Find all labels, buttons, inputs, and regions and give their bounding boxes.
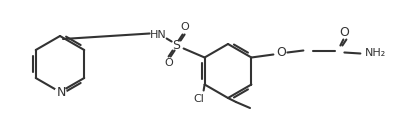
Text: N: N <box>56 86 66 100</box>
Text: HN: HN <box>150 30 166 41</box>
Text: O: O <box>164 58 173 69</box>
Text: N: N <box>56 86 66 100</box>
Text: O: O <box>180 22 188 33</box>
Text: NH₂: NH₂ <box>363 49 385 58</box>
Text: O: O <box>339 26 348 39</box>
Text: O: O <box>276 46 286 59</box>
Text: Cl: Cl <box>193 94 204 103</box>
Text: S: S <box>172 39 180 52</box>
